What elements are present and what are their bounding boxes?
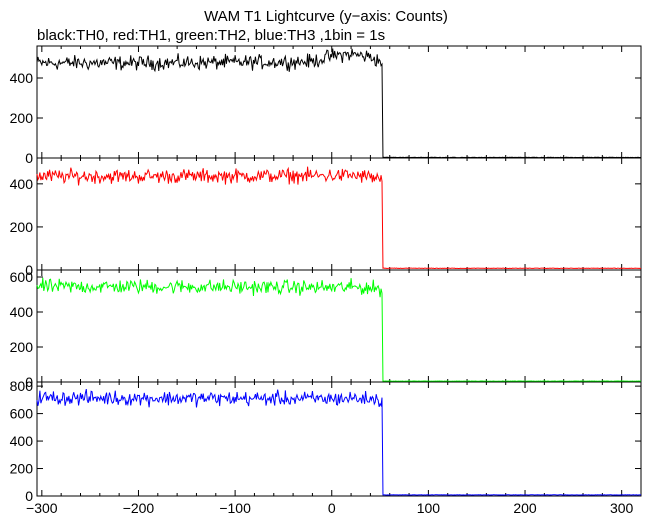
- y-tick-label: 0: [25, 262, 33, 278]
- y-tick-label: 200: [10, 461, 34, 477]
- y-tick-label: 200: [10, 219, 34, 235]
- x-tick-label: 0: [328, 500, 336, 515]
- y-tick-label: 200: [10, 339, 34, 355]
- chart-subtitle: black:TH0, red:TH1, green:TH2, blue:TH3 …: [37, 27, 386, 44]
- series-line-th2: [36, 277, 642, 382]
- y-tick-label: 200: [10, 110, 34, 126]
- y-tick-label: 0: [25, 374, 33, 390]
- y-tick-label: 600: [10, 269, 34, 285]
- y-tick-label: 800: [10, 378, 34, 394]
- x-tick-label: 100: [417, 500, 441, 515]
- panel-frame-th3: [36, 381, 642, 497]
- panel-frame-th2: [36, 269, 642, 383]
- series-line-th3: [36, 388, 642, 496]
- x-tick-label: −200: [123, 500, 155, 515]
- chart-title: WAM T1 Lightcurve (y−axis: Counts): [204, 8, 448, 25]
- x-tick-label: 200: [513, 500, 537, 515]
- x-tick-label: 300: [610, 500, 634, 515]
- y-tick-label: 400: [10, 70, 34, 86]
- y-tick-label: 400: [10, 304, 34, 320]
- y-tick-label: 400: [10, 433, 34, 449]
- series-line-th1: [36, 166, 642, 270]
- y-tick-label: 400: [10, 176, 34, 192]
- x-tick-label: −100: [219, 500, 251, 515]
- x-tick-label: −300: [26, 500, 58, 515]
- y-tick-label: 600: [10, 406, 34, 422]
- y-tick-label: 0: [25, 150, 33, 166]
- series-line-th0: [36, 48, 642, 159]
- y-tick-label: 0: [25, 488, 33, 504]
